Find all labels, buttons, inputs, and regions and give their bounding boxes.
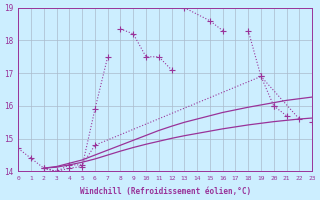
X-axis label: Windchill (Refroidissement éolien,°C): Windchill (Refroidissement éolien,°C) bbox=[80, 187, 251, 196]
